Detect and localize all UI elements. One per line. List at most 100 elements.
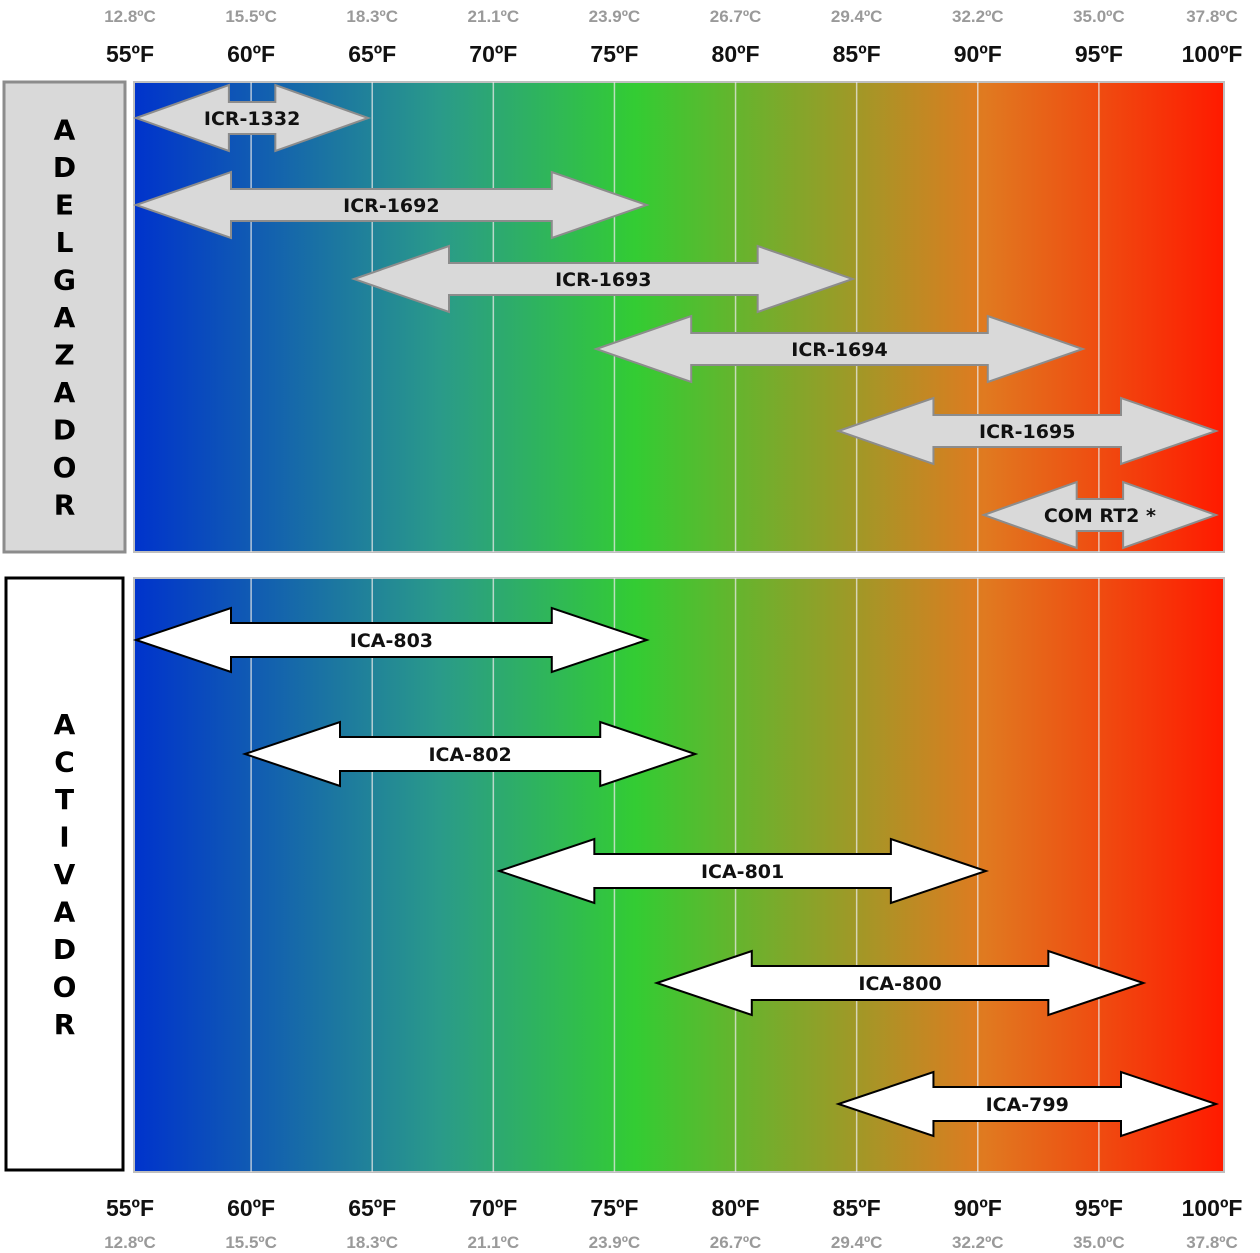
tick-label-fahrenheit: 60ºF <box>227 1195 275 1221</box>
double-arrow-shape <box>835 1070 1220 1138</box>
tick-label-celsius: 29.4ºC <box>831 7 883 26</box>
tick-label-celsius: 21.1ºC <box>468 7 520 26</box>
range-arrow-ica-800: ICA-800 <box>653 949 1147 1017</box>
arrow-label: ICR-1332 <box>204 108 300 130</box>
arrow-label: ICR-1692 <box>343 195 439 217</box>
arrow-label: ICR-1694 <box>791 339 887 361</box>
side-label-letter: A <box>54 708 76 741</box>
arrow-label: ICA-802 <box>428 744 511 766</box>
panel-adelgazador: A D E L G A Z A D O RICR-1332ICR-1692ICR-1693ICR-1… <box>2 80 1225 554</box>
top-temperature-axis: 55ºF 12.8ºC 60ºF 15.5ºC 65ºF 18.3ºC 70ºF 21.1ºC… <box>104 7 1242 67</box>
arrow-label: ICA-800 <box>858 973 941 995</box>
tick-label-celsius: 26.7ºC <box>710 7 762 26</box>
arrow-label: ICR-1695 <box>979 421 1075 443</box>
tick-label-fahrenheit: 85ºF <box>833 1195 881 1221</box>
range-arrow-icr-1692: ICR-1692 <box>132 170 650 240</box>
range-arrow-ica-799: ICA-799 <box>835 1070 1220 1138</box>
arrow-label: ICA-803 <box>350 630 433 652</box>
side-label-letter: A <box>54 301 76 334</box>
tick-label-fahrenheit: 55ºF <box>106 41 154 67</box>
arrow-label: ICA-799 <box>986 1094 1069 1116</box>
tick-label-fahrenheit: 95ºF <box>1075 41 1123 67</box>
side-label-letter: C <box>54 746 75 779</box>
double-arrow-shape <box>133 83 372 153</box>
side-label-letter: I <box>59 821 69 854</box>
side-label-box <box>2 80 127 554</box>
tick-label-celsius: 21.1ºC <box>468 1233 520 1252</box>
tick-label-fahrenheit: 80ºF <box>712 1195 760 1221</box>
tick-label-celsius: 18.3ºC <box>346 7 398 26</box>
tick-label-fahrenheit: 75ºF <box>590 41 638 67</box>
side-label-letter: Z <box>54 339 74 372</box>
side-label-letter: O <box>53 971 77 1004</box>
tick-label-celsius: 29.4ºC <box>831 1233 883 1252</box>
side-label-letter: L <box>56 226 74 259</box>
double-arrow-shape <box>653 949 1147 1017</box>
range-arrow-com-rt2: COM RT2 * <box>980 480 1219 550</box>
arrow-label: ICR-1693 <box>555 269 651 291</box>
tick-label-celsius: 35.0ºC <box>1073 1233 1125 1252</box>
side-label-letter: G <box>53 264 76 297</box>
double-arrow-shape <box>593 314 1086 384</box>
double-arrow-shape <box>132 170 650 240</box>
tick-label-fahrenheit: 80ºF <box>712 41 760 67</box>
side-label-letter: D <box>53 151 76 184</box>
tick-label-fahrenheit: 70ºF <box>469 41 517 67</box>
tick-label-celsius: 12.8ºC <box>104 7 156 26</box>
range-arrow-icr-1332: ICR-1332 <box>133 83 372 153</box>
tick-label-fahrenheit: 100ºF <box>1182 1195 1243 1221</box>
tick-label-celsius: 23.9ºC <box>589 7 641 26</box>
side-label-letter: E <box>55 189 74 222</box>
double-arrow-shape <box>496 837 990 905</box>
side-label-letter: A <box>54 896 76 929</box>
tick-label-fahrenheit: 55ºF <box>106 1195 154 1221</box>
tick-label-celsius: 26.7ºC <box>710 1233 762 1252</box>
range-arrow-icr-1693: ICR-1693 <box>350 244 856 314</box>
range-arrow-icr-1695: ICR-1695 <box>835 396 1220 466</box>
tick-label-fahrenheit: 85ºF <box>833 41 881 67</box>
side-label-letter: A <box>54 376 76 409</box>
bottom-temperature-axis: 55ºF 12.8ºC 60ºF 15.5ºC 65ºF 18.3ºC 70ºF 21.1ºC… <box>104 1195 1242 1252</box>
tick-label-celsius: 18.3ºC <box>346 1233 398 1252</box>
side-label-box <box>4 576 125 1172</box>
tick-label-fahrenheit: 65ºF <box>348 41 396 67</box>
tick-label-fahrenheit: 90ºF <box>954 1195 1002 1221</box>
side-label-letter: R <box>54 1008 76 1041</box>
range-arrow-icr-1694: ICR-1694 <box>593 314 1086 384</box>
tick-label-celsius: 15.5ºC <box>225 1233 277 1252</box>
side-label-letter: D <box>53 414 76 447</box>
tick-label-fahrenheit: 70ºF <box>469 1195 517 1221</box>
arrow-label: ICA-801 <box>701 861 784 883</box>
tick-label-celsius: 12.8ºC <box>104 1233 156 1252</box>
double-arrow-shape <box>241 720 699 788</box>
tick-label-fahrenheit: 95ºF <box>1075 1195 1123 1221</box>
panels: A D E L G A Z A D O RICR-1332ICR-1692ICR-1693ICR-1… <box>2 80 1225 1173</box>
tick-label-fahrenheit: 65ºF <box>348 1195 396 1221</box>
tick-label-celsius: 15.5ºC <box>225 7 277 26</box>
tick-label-celsius: 37.8ºC <box>1186 7 1238 26</box>
double-arrow-shape <box>835 396 1220 466</box>
side-label-letter: O <box>53 451 77 484</box>
range-arrow-ica-801: ICA-801 <box>496 837 990 905</box>
double-arrow-shape <box>132 606 650 674</box>
side-label-letter: T <box>55 783 74 816</box>
tick-label-fahrenheit: 100ºF <box>1182 41 1243 67</box>
tick-label-fahrenheit: 75ºF <box>590 1195 638 1221</box>
tick-label-celsius: 32.2ºC <box>952 1233 1004 1252</box>
side-label-letter: A <box>54 114 76 147</box>
side-label-letter: D <box>53 933 76 966</box>
tick-label-fahrenheit: 60ºF <box>227 41 275 67</box>
panel-activador: A C T I V A D O RICA-803ICA-802ICA-801ICA-800ICA… <box>4 576 1225 1173</box>
side-label-letter: R <box>54 489 76 522</box>
tick-label-celsius: 37.8ºC <box>1186 1233 1238 1252</box>
tick-label-celsius: 32.2ºC <box>952 7 1004 26</box>
tick-label-celsius: 23.9ºC <box>589 1233 641 1252</box>
arrow-label: COM RT2 * <box>1044 505 1156 527</box>
side-label-letter: V <box>54 858 76 891</box>
temperature-band <box>133 81 1225 553</box>
double-arrow-shape <box>980 480 1219 550</box>
tick-label-celsius: 35.0ºC <box>1073 7 1125 26</box>
